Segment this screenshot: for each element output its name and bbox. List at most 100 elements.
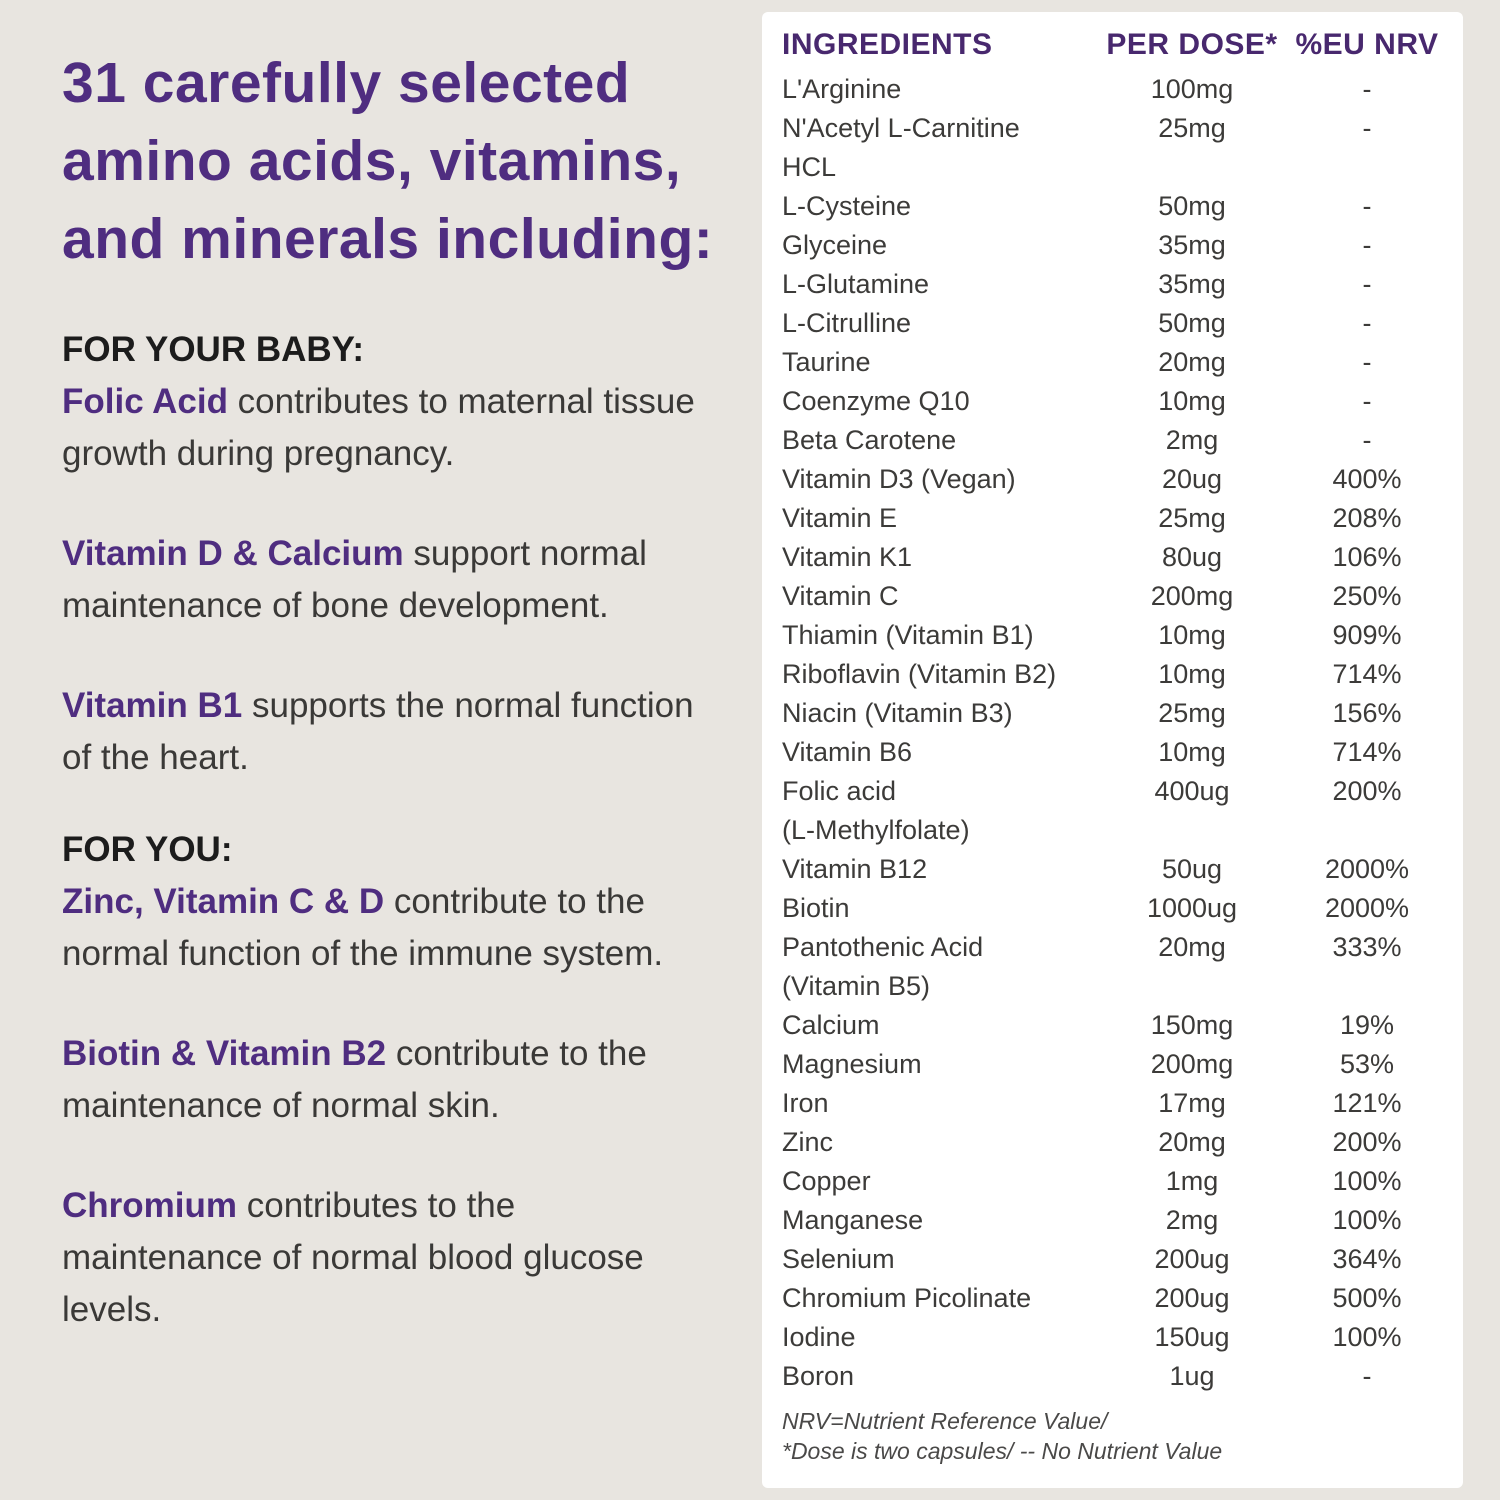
ingredient-name: Vitamin B12 (782, 854, 928, 884)
table-row: L-Glutamine 35mg - (782, 265, 1443, 304)
dose-value: 200ug (1154, 1283, 1230, 1313)
nrv-value: 200% (1332, 1127, 1402, 1157)
nrv-value: 909% (1332, 620, 1402, 650)
nrv-value: 208% (1332, 503, 1402, 533)
ingredient-name: Chromium Picolinate (782, 1283, 1032, 1313)
benefit-lead: Vitamin B1 (62, 686, 243, 725)
ingredient-name: Iron (782, 1088, 829, 1118)
dose-value: 25mg (1158, 503, 1226, 533)
ingredient-name: Thiamin (Vitamin B1) (782, 620, 1034, 650)
nrv-value: - (1362, 386, 1372, 416)
ingredient-name: Pantothenic Acid (Vitamin B5) (782, 932, 984, 1001)
ingredient-name: Glyceine (782, 230, 888, 260)
dose-value: 200mg (1150, 581, 1234, 611)
table-row: Taurine 20mg - (782, 343, 1443, 382)
nrv-value: 200% (1332, 776, 1402, 806)
table-row: Pantothenic Acid (Vitamin B5) 20mg 333% (782, 928, 1443, 1006)
table-row: L'Arginine 100mg - (782, 70, 1443, 109)
table-row: Vitamin B6 10mg 714% (782, 733, 1443, 772)
benefit-paragraph: Vitamin B1 supports the normal function … (62, 680, 722, 784)
benefit-paragraph: Zinc, Vitamin C & D contribute to the no… (62, 876, 722, 980)
table-footnote: NRV=Nutrient Reference Value/ *Dose is t… (782, 1406, 1443, 1466)
nrv-value: - (1362, 347, 1372, 377)
ingredient-name: L'Arginine (782, 74, 902, 104)
nrv-value: - (1362, 269, 1372, 299)
section-for-your-baby: FOR YOUR BABY: Folic Acid contributes to… (62, 324, 722, 784)
benefit-lead: Biotin & Vitamin B2 (62, 1034, 387, 1073)
table-row: Riboflavin (Vitamin B2) 10mg 714% (782, 655, 1443, 694)
nrv-value: - (1362, 74, 1372, 104)
dose-value: 200ug (1154, 1244, 1230, 1274)
benefit-paragraph: Biotin & Vitamin B2 contribute to the ma… (62, 1028, 722, 1132)
ingredient-name: Coenzyme Q10 (782, 386, 970, 416)
footnote-line-1: NRV=Nutrient Reference Value/ (782, 1408, 1108, 1434)
col-header-eu-nrv: %EU NRV (1295, 28, 1439, 61)
benefit-lead: Chromium (62, 1186, 237, 1225)
dose-value: 10mg (1158, 659, 1226, 689)
nrv-value: 19% (1339, 1010, 1395, 1040)
ingredient-name: Riboflavin (Vitamin B2) (782, 659, 1057, 689)
table-row: Beta Carotene 2mg - (782, 421, 1443, 460)
dose-value: 10mg (1158, 620, 1226, 650)
dose-value: 25mg (1158, 113, 1226, 143)
ingredient-name: Vitamin B6 (782, 737, 913, 767)
table-body: L'Arginine 100mg - N'Acetyl L-Carnitine H… (782, 70, 1443, 1396)
nrv-value: 714% (1332, 737, 1402, 767)
nrv-value: 121% (1332, 1088, 1402, 1118)
dose-value: 35mg (1158, 230, 1226, 260)
nrv-value: - (1362, 425, 1372, 455)
table-row: Biotin 1000ug 2000% (782, 889, 1443, 928)
dose-value: 2mg (1165, 1205, 1219, 1235)
nrv-value: 400% (1332, 464, 1402, 494)
benefit-text: contribute to the normal function of the… (62, 882, 664, 973)
table-row: Calcium 150mg 19% (782, 1006, 1443, 1045)
dose-value: 50mg (1158, 191, 1226, 221)
table-row: Vitamin C 200mg 250% (782, 577, 1443, 616)
table-row: Zinc 20mg 200% (782, 1123, 1443, 1162)
nrv-value: 250% (1332, 581, 1402, 611)
ingredient-name: Taurine (782, 347, 871, 377)
benefit-text: contribute to the maintenance of normal … (62, 1034, 647, 1125)
nrv-value: 100% (1332, 1166, 1402, 1196)
table-row: Selenium 200ug 364% (782, 1240, 1443, 1279)
nrv-value: 2000% (1324, 893, 1410, 923)
ingredient-name: Copper (782, 1166, 871, 1196)
dose-value: 80ug (1161, 542, 1223, 572)
dose-value: 1ug (1169, 1361, 1215, 1391)
nrv-value: 333% (1332, 932, 1402, 962)
dose-value: 50mg (1158, 308, 1226, 338)
nrv-value: - (1362, 308, 1372, 338)
ingredient-name: Vitamin K1 (782, 542, 913, 572)
dose-value: 150ug (1154, 1322, 1230, 1352)
table-row: Manganese 2mg 100% (782, 1201, 1443, 1240)
ingredient-name: Boron (782, 1361, 855, 1391)
benefit-lead: Folic Acid (62, 382, 228, 421)
dose-value: 100mg (1150, 74, 1234, 104)
ingredient-name: Niacin (Vitamin B3) (782, 698, 1013, 728)
dose-value: 1mg (1165, 1166, 1219, 1196)
table-row: Niacin (Vitamin B3) 25mg 156% (782, 694, 1443, 733)
ingredient-name: Folic acid (L-Methylfolate) (782, 776, 970, 845)
dose-value: 10mg (1158, 737, 1226, 767)
ingredient-name: Vitamin E (782, 503, 898, 533)
nrv-value: 500% (1332, 1283, 1402, 1313)
table-row: Vitamin E 25mg 208% (782, 499, 1443, 538)
section-for-you: FOR YOU: Zinc, Vitamin C & D contribute … (62, 824, 722, 1336)
benefit-lead: Vitamin D & Calcium (62, 534, 404, 573)
ingredient-name: Biotin (782, 893, 850, 923)
benefits-column: 31 carefully selected amino acids, vitam… (62, 44, 722, 1336)
benefit-text: contributes to maternal tissue growth du… (62, 382, 695, 473)
dose-value: 35mg (1158, 269, 1226, 299)
nrv-value: 106% (1332, 542, 1402, 572)
section-header-you: FOR YOU: (62, 830, 233, 869)
table-row: Glyceine 35mg - (782, 226, 1443, 265)
table-row: Copper 1mg 100% (782, 1162, 1443, 1201)
nrv-value: 714% (1332, 659, 1402, 689)
nrv-value: 2000% (1324, 854, 1410, 884)
ingredient-name: Magnesium (782, 1049, 922, 1079)
nrv-value: - (1362, 113, 1372, 143)
ingredient-name: L-Cysteine (782, 191, 912, 221)
dose-value: 25mg (1158, 698, 1226, 728)
ingredient-name: Iodine (782, 1322, 856, 1352)
nrv-value: - (1362, 191, 1372, 221)
